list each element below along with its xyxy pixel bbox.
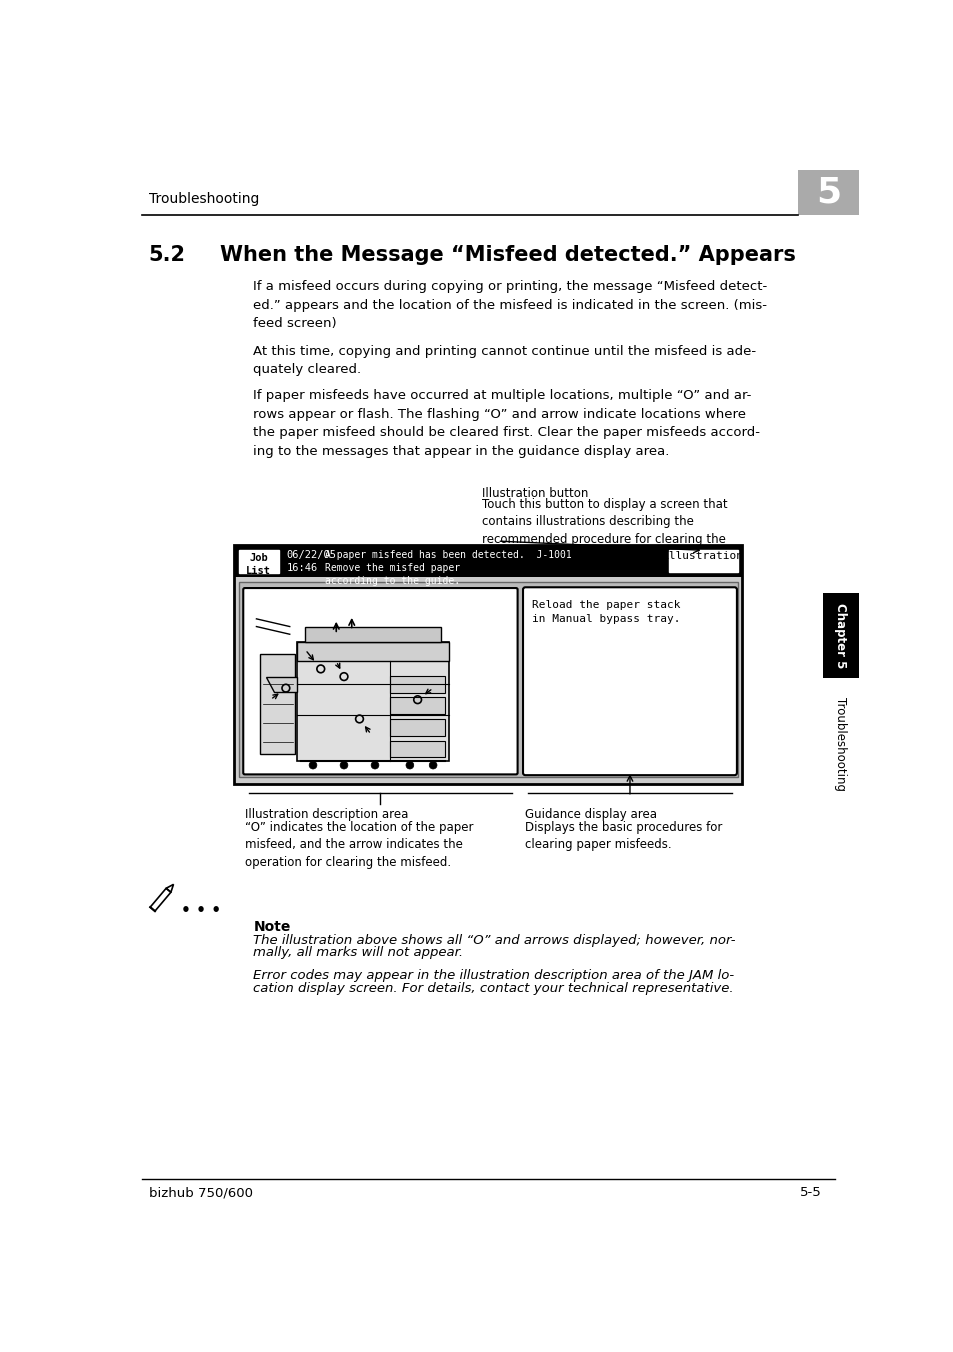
Text: Illustration: Illustration: [662, 552, 743, 561]
Text: • • •: • • •: [181, 903, 221, 918]
Text: Illustration button: Illustration button: [481, 487, 588, 500]
Text: Displays the basic procedures for
clearing paper misfeeds.: Displays the basic procedures for cleari…: [525, 821, 722, 852]
Bar: [233, 545, 741, 577]
Bar: [390, 741, 444, 757]
Text: Error codes may appear in the illustration description area of the JAM lo-: Error codes may appear in the illustrati…: [253, 969, 734, 982]
Text: If paper misfeeds have occurred at multiple locations, multiple “O” and ar-
rows: If paper misfeeds have occurred at multi…: [253, 389, 760, 458]
Text: 5-5: 5-5: [799, 1186, 821, 1199]
FancyBboxPatch shape: [522, 587, 736, 775]
Bar: [390, 676, 444, 692]
Bar: [238, 549, 278, 573]
Bar: [305, 626, 440, 642]
Bar: [297, 642, 448, 661]
Bar: [297, 642, 448, 761]
Text: Troubleshooting: Troubleshooting: [834, 698, 846, 791]
Text: Troubleshooting: Troubleshooting: [149, 192, 259, 207]
Text: 5: 5: [815, 176, 840, 210]
Bar: [238, 581, 737, 777]
Text: mally, all marks will not appear.: mally, all marks will not appear.: [253, 946, 463, 959]
Text: A paper misfeed has been detected.  J-1001
Remove the misfed paper
according to : A paper misfeed has been detected. J-100…: [325, 550, 572, 585]
Text: 06/22/05
16:46: 06/22/05 16:46: [286, 550, 336, 573]
Bar: [798, 170, 858, 215]
Text: When the Message “Misfeed detected.” Appears: When the Message “Misfeed detected.” App…: [220, 245, 795, 265]
Text: 5.2: 5.2: [149, 245, 186, 265]
Text: Job
List: Job List: [246, 553, 271, 576]
Text: If a misfeed occurs during copying or printing, the message “Misfeed detect-
ed.: If a misfeed occurs during copying or pr…: [253, 280, 767, 330]
Text: Chapter 5: Chapter 5: [834, 603, 846, 668]
Bar: [822, 594, 858, 679]
Text: The illustration above shows all “O” and arrows displayed; however, nor-: The illustration above shows all “O” and…: [253, 934, 735, 946]
Circle shape: [406, 761, 414, 769]
Text: cation display screen. For details, contact your technical representative.: cation display screen. For details, cont…: [253, 982, 733, 995]
Text: bizhub 750/600: bizhub 750/600: [149, 1186, 253, 1199]
Circle shape: [309, 761, 316, 769]
Bar: [669, 550, 737, 572]
Circle shape: [429, 761, 436, 769]
Text: Illustration description area: Illustration description area: [245, 808, 408, 821]
Text: Reload the paper stack
in Manual bypass tray.: Reload the paper stack in Manual bypass …: [531, 600, 679, 625]
Bar: [390, 698, 444, 714]
Text: Touch this button to display a screen that
contains illustrations describing the: Touch this button to display a screen th…: [481, 498, 727, 564]
Bar: [390, 719, 444, 735]
Polygon shape: [266, 676, 297, 692]
Text: “O” indicates the location of the paper
misfeed, and the arrow indicates the
ope: “O” indicates the location of the paper …: [245, 821, 473, 868]
FancyBboxPatch shape: [243, 588, 517, 775]
FancyBboxPatch shape: [233, 545, 741, 784]
Text: Guidance display area: Guidance display area: [525, 808, 657, 821]
Circle shape: [340, 761, 348, 769]
Text: Note: Note: [253, 919, 291, 934]
Bar: [260, 653, 294, 753]
Circle shape: [371, 761, 378, 769]
Text: At this time, copying and printing cannot continue until the misfeed is ade-
qua: At this time, copying and printing canno…: [253, 345, 756, 376]
